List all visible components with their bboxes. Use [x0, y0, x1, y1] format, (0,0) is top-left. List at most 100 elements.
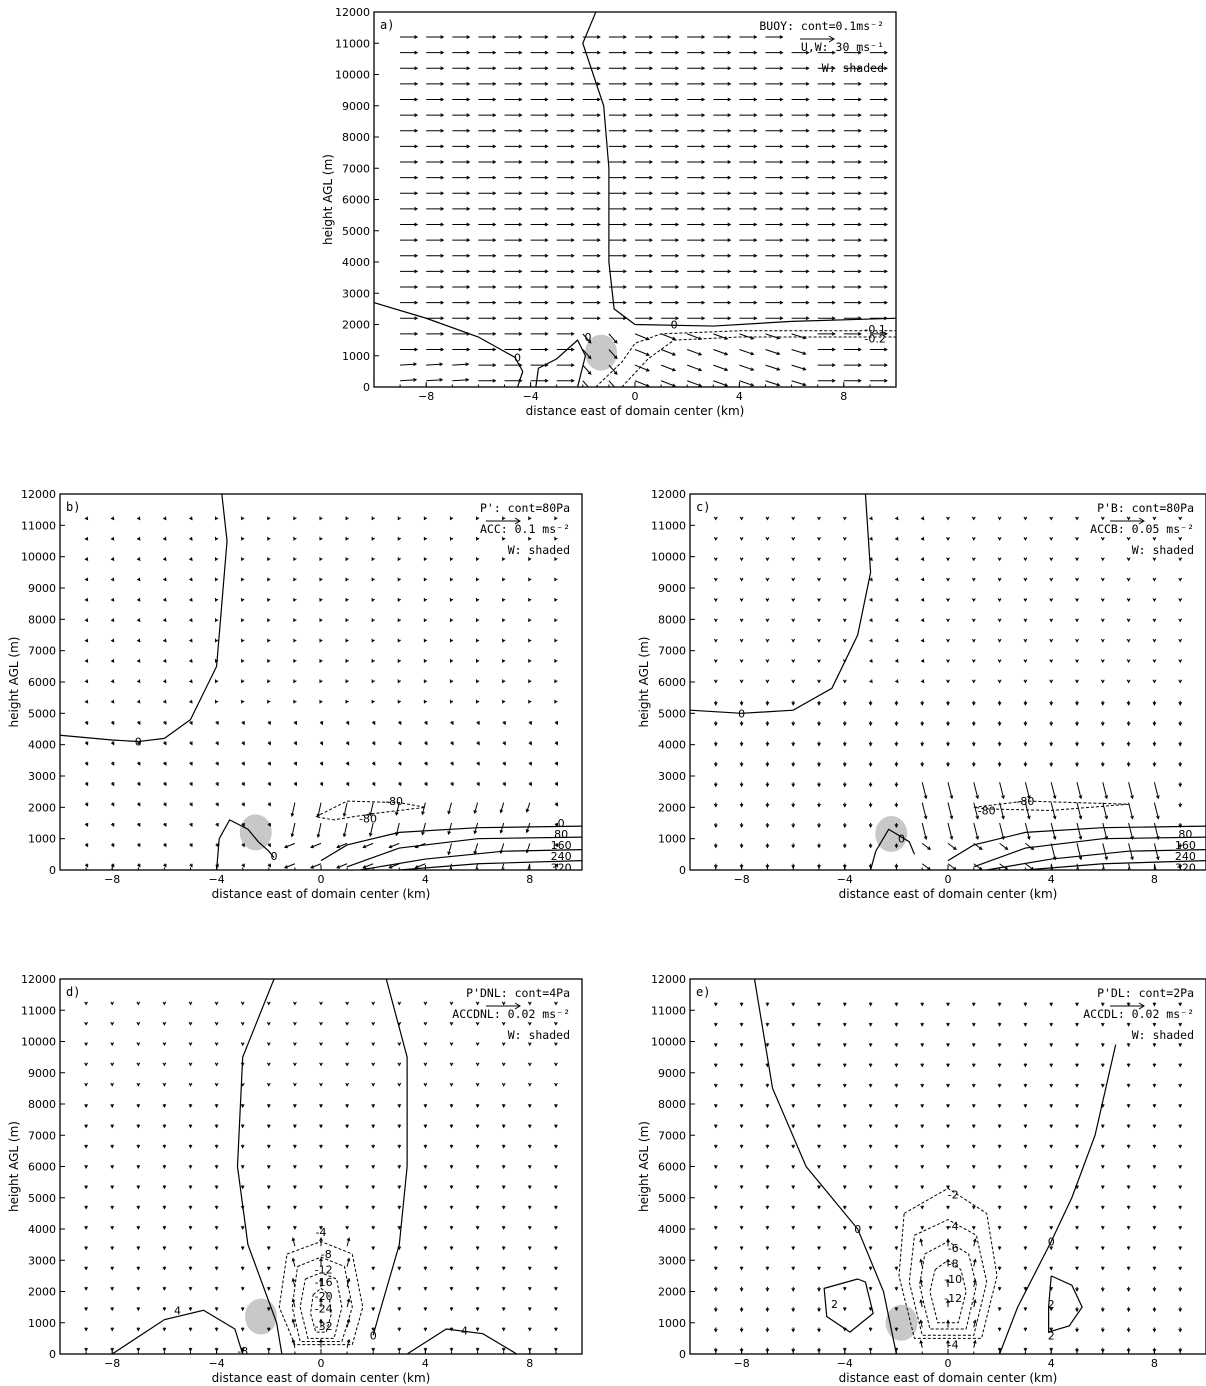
wind-vector	[343, 822, 348, 837]
wind-vector-head	[1126, 1124, 1131, 1129]
wind-vector-head	[1049, 1266, 1054, 1271]
wind-vector-head	[765, 536, 770, 541]
wind-vector-head	[544, 50, 549, 55]
wind-vector-head	[645, 368, 650, 372]
contour-label: 240	[551, 850, 572, 863]
wind-vector	[582, 380, 590, 387]
wind-vector-head	[492, 35, 497, 39]
wind-vector-head	[293, 1165, 297, 1169]
wind-vector-head	[596, 316, 601, 321]
wind-vector-head	[791, 659, 796, 664]
wind-vector-head	[1178, 577, 1183, 582]
wind-vector-head	[623, 160, 627, 164]
wind-vector-head	[997, 598, 1002, 603]
wind-vector-head	[1075, 1083, 1079, 1088]
wind-vector-head	[713, 638, 718, 643]
wind-vector-head	[857, 222, 862, 227]
wind-vector-head	[971, 638, 976, 643]
wind-vector-head	[1104, 856, 1109, 861]
wind-vector-head	[675, 144, 680, 149]
wind-vector-head	[397, 1062, 402, 1067]
y-tick-label: 10000	[335, 69, 370, 82]
x-tick-label: 0	[318, 1357, 325, 1370]
wind-vector-head	[189, 741, 193, 746]
wind-vector-head	[215, 822, 219, 827]
wind-vector-head	[946, 701, 950, 706]
wind-vector-head	[528, 699, 532, 704]
wind-vector-head	[1049, 1124, 1054, 1129]
wind-vector-head	[397, 679, 402, 684]
wind-vector-head	[817, 536, 821, 541]
wind-vector-head	[946, 1022, 950, 1027]
wind-vector-head	[1049, 763, 1054, 767]
wind-vector-head	[162, 1062, 167, 1067]
wind-vector-head	[727, 191, 732, 196]
wind-vector-head	[162, 516, 167, 521]
wind-vector-head	[894, 577, 899, 582]
wind-vector-head	[528, 536, 532, 541]
wind-vector-head	[554, 843, 559, 848]
wind-vector-head	[397, 536, 402, 541]
wind-vector-head	[423, 557, 428, 562]
wind-vector	[1153, 863, 1157, 870]
wind-vector-head	[554, 1327, 558, 1332]
reference-vector-head	[1138, 1002, 1145, 1010]
wind-vector-head	[319, 1082, 323, 1087]
wind-vector-head	[1126, 1104, 1131, 1109]
wind-vector	[739, 364, 754, 371]
wind-vector	[363, 842, 374, 848]
wind-vector-head	[739, 1022, 744, 1027]
x-tick-label: 8	[526, 1357, 533, 1370]
wind-vector-head	[241, 618, 245, 623]
wind-vector-head	[518, 128, 523, 133]
wind-vector-head	[739, 763, 744, 767]
wind-vector-head	[293, 761, 298, 766]
wind-vector-head	[345, 1021, 349, 1026]
wind-vector-head	[449, 1185, 454, 1190]
wind-vector-head	[371, 1144, 376, 1149]
wind-vector-head	[1152, 659, 1157, 664]
wind-vector-head	[423, 1042, 428, 1047]
contour-solid	[999, 1044, 1117, 1354]
wind-vector-head	[713, 1328, 718, 1333]
wind-vector-head	[753, 222, 758, 227]
wind-vector-head	[466, 35, 471, 39]
y-tick-label: 12000	[335, 6, 370, 19]
wind-vector-head	[779, 144, 784, 149]
y-tick-label: 10000	[21, 551, 56, 564]
wind-vector-head	[753, 128, 758, 133]
contour-label: -24	[315, 1303, 333, 1316]
wind-vector-head	[920, 1226, 925, 1230]
wind-vector-head	[214, 1246, 219, 1251]
wind-vector-head	[1100, 1165, 1105, 1169]
wind-vector-head	[440, 160, 445, 164]
wind-vector-head	[241, 863, 245, 868]
wind-vector-head	[765, 598, 770, 603]
wind-vector-head	[544, 144, 549, 149]
wind-vector-head	[1052, 835, 1057, 841]
wind-vector-head	[791, 1185, 796, 1190]
wind-vector-head	[440, 206, 445, 211]
wind-vector-head	[291, 1318, 296, 1323]
wind-vector-head	[163, 741, 167, 746]
wind-vector-head	[525, 808, 530, 813]
wind-vector	[660, 380, 676, 387]
y-tick-label: 12000	[651, 973, 686, 986]
wind-vector-head	[162, 699, 167, 704]
legend-line-3: W: shaded	[1132, 1028, 1194, 1042]
wind-vector-head	[475, 659, 480, 663]
wind-vector-head	[894, 1043, 899, 1048]
wind-vector-head	[162, 577, 167, 582]
wind-vector-head	[842, 1266, 847, 1271]
wind-vector-head	[518, 35, 523, 39]
wind-vector-head	[997, 1246, 1002, 1251]
wind-vector-head	[1049, 1083, 1054, 1088]
wind-vector-head	[842, 1307, 847, 1312]
wind-vector-head	[713, 659, 718, 664]
wind-vector-head	[84, 1286, 88, 1291]
wind-vector-head	[842, 516, 847, 521]
wind-vector-head	[162, 1124, 167, 1129]
wind-vector-head	[713, 536, 718, 541]
wind-vector-head	[831, 331, 836, 336]
wind-vector-head	[110, 822, 115, 827]
